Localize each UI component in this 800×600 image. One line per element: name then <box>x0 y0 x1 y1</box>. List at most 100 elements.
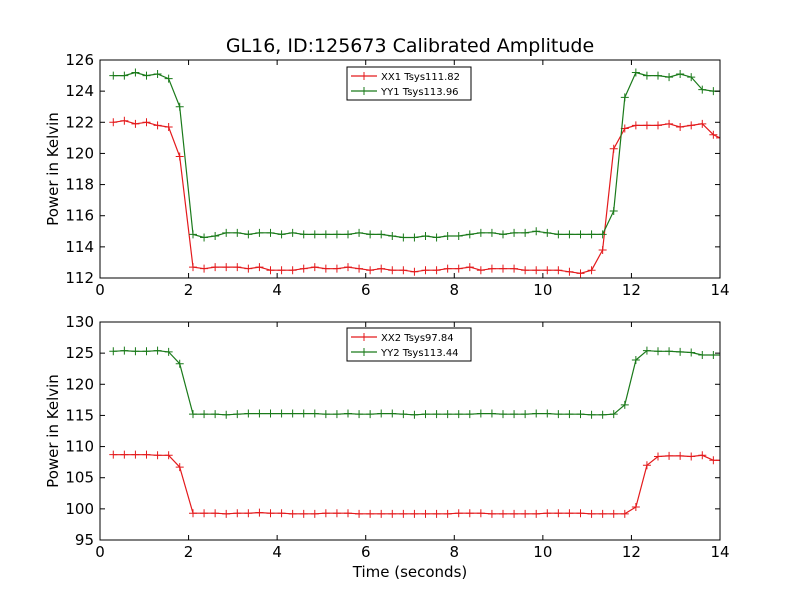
data-point <box>120 450 129 459</box>
data-point <box>642 71 651 80</box>
legend-label: XX1 Tsys111.82 <box>381 72 460 83</box>
data-point <box>642 461 651 470</box>
data-point <box>288 509 297 518</box>
data-point <box>244 409 253 418</box>
legend-label: XX2 Tsys97.84 <box>381 333 454 344</box>
data-point <box>476 228 485 237</box>
legend: XX1 Tsys111.82 YY1 Tsys113.96 <box>346 66 472 101</box>
data-point <box>310 230 319 239</box>
data-point <box>521 228 530 237</box>
series-line <box>113 454 720 515</box>
data-point <box>443 231 452 240</box>
data-point <box>510 228 519 237</box>
data-point <box>366 230 375 239</box>
data-point <box>266 228 275 237</box>
data-point <box>443 410 452 419</box>
legend-marker <box>360 348 368 356</box>
data-point <box>532 409 541 418</box>
data-point <box>532 266 541 275</box>
data-point <box>222 228 231 237</box>
data-point <box>487 509 496 518</box>
data-point <box>222 410 231 419</box>
legend-label: YY2 Tsys113.44 <box>380 348 459 359</box>
data-point <box>654 452 662 461</box>
data-point <box>698 119 707 128</box>
legend-box <box>346 66 472 101</box>
data-point <box>521 410 530 419</box>
data-point <box>200 233 209 242</box>
data-point <box>266 409 275 418</box>
data-point <box>255 263 264 272</box>
data-point <box>142 118 151 127</box>
data-point <box>355 264 364 273</box>
data-point <box>410 509 419 518</box>
data-point <box>131 68 140 77</box>
data-point <box>676 70 685 79</box>
data-point <box>476 266 485 275</box>
data-point <box>153 70 162 79</box>
data-point <box>233 410 242 419</box>
data-point <box>687 348 696 357</box>
legend: XX2 Tsys97.84 YY2 Tsys113.44 <box>346 327 472 362</box>
data-point <box>543 509 552 518</box>
x-tick-label: 8 <box>450 281 460 299</box>
x-tick-label: 2 <box>184 281 194 299</box>
x-tick-label: 14 <box>710 543 729 561</box>
data-point <box>266 266 275 275</box>
data-point <box>399 410 408 419</box>
data-point <box>476 509 485 518</box>
y-tick-label: 116 <box>65 207 94 225</box>
data-point <box>277 509 286 518</box>
data-point <box>609 207 618 216</box>
data-point <box>543 266 552 275</box>
data-point <box>565 509 574 518</box>
data-point <box>299 409 308 418</box>
data-point <box>709 130 718 139</box>
legend-label: YY1 Tsys113.96 <box>380 87 459 98</box>
data-point <box>366 509 375 518</box>
data-point <box>499 410 507 419</box>
data-point <box>532 509 541 518</box>
x-tick-label: 0 <box>95 543 105 561</box>
data-point <box>399 233 408 242</box>
series-2 <box>109 68 720 242</box>
data-point <box>454 231 463 240</box>
data-point <box>598 410 607 419</box>
data-point <box>598 230 607 239</box>
data-point <box>687 73 696 82</box>
data-point <box>366 410 375 419</box>
data-point <box>277 266 286 275</box>
data-point <box>476 409 485 418</box>
data-point <box>175 152 184 161</box>
data-point <box>665 119 674 128</box>
data-point <box>698 351 707 360</box>
data-point <box>164 122 173 131</box>
data-point <box>244 264 253 273</box>
series-2 <box>109 346 720 419</box>
data-point <box>233 509 242 518</box>
data-point <box>120 346 129 355</box>
data-point <box>565 267 574 276</box>
data-point <box>620 400 629 409</box>
data-point <box>609 144 618 153</box>
data-point <box>321 410 330 419</box>
data-point <box>598 509 607 518</box>
plot-area <box>109 346 720 518</box>
data-point <box>332 509 341 518</box>
data-point <box>332 410 341 419</box>
data-point <box>189 410 197 419</box>
data-point <box>321 230 330 239</box>
data-point <box>609 410 618 419</box>
y-axis-label: Power in Kelvin <box>44 374 62 488</box>
data-point <box>499 264 507 273</box>
data-point <box>344 230 352 239</box>
data-point <box>565 410 574 419</box>
data-point <box>698 85 707 94</box>
data-point <box>521 509 530 518</box>
x-tick-label: 12 <box>622 281 641 299</box>
data-point <box>299 230 308 239</box>
data-point <box>510 509 519 518</box>
data-point <box>310 263 319 272</box>
x-tick-label: 2 <box>184 543 194 561</box>
